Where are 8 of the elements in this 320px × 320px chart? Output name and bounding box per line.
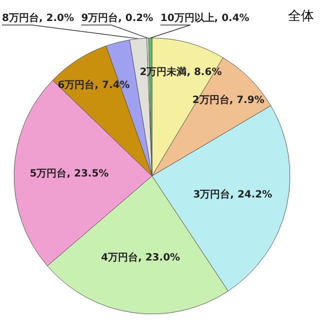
slice-label: 3万円台, 24.2% — [193, 188, 272, 200]
slice-label: 8万円台, 2.0% — [2, 12, 74, 24]
slice-label: 5万円台, 23.5% — [30, 167, 109, 180]
slice-label: 4万円台, 23.0% — [101, 252, 180, 264]
slice-label: 10万円以上, 0.4% — [160, 12, 250, 24]
slice-label: 2万円台, 7.9% — [192, 94, 264, 106]
slice-label: 9万円台, 0.2% — [81, 12, 154, 24]
chart-title: 全体 — [288, 9, 314, 24]
